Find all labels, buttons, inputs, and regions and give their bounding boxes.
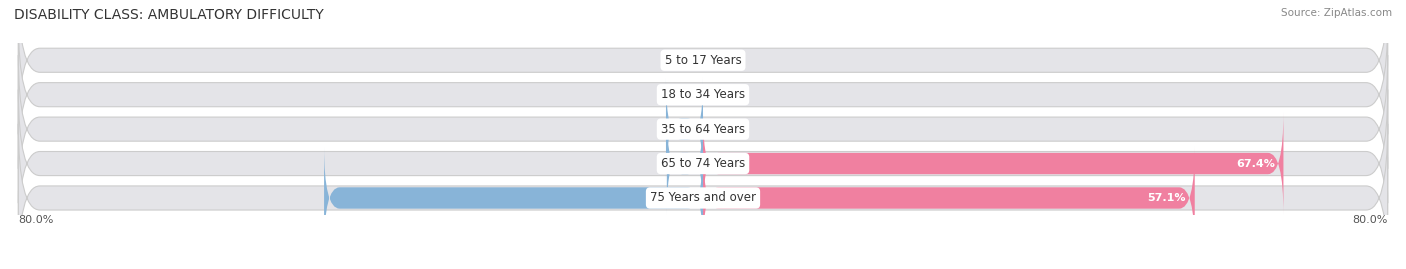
Text: 67.4%: 67.4% [1236,158,1275,169]
Text: 0.0%: 0.0% [713,90,741,100]
FancyBboxPatch shape [666,78,703,180]
FancyBboxPatch shape [703,147,1195,249]
Text: 0.0%: 0.0% [665,90,693,100]
Text: 0.0%: 0.0% [713,124,741,134]
Text: 0.0%: 0.0% [665,55,693,65]
Text: 35 to 64 Years: 35 to 64 Years [661,123,745,136]
Text: 18 to 34 Years: 18 to 34 Years [661,88,745,101]
FancyBboxPatch shape [703,112,1284,215]
FancyBboxPatch shape [18,90,1388,238]
Text: DISABILITY CLASS: AMBULATORY DIFFICULTY: DISABILITY CLASS: AMBULATORY DIFFICULTY [14,8,323,22]
Text: 0.0%: 0.0% [713,55,741,65]
Text: 80.0%: 80.0% [1353,215,1388,225]
Text: 44.0%: 44.0% [657,193,693,203]
Text: 80.0%: 80.0% [18,215,53,225]
Text: 57.1%: 57.1% [1147,193,1187,203]
Text: 75 Years and over: 75 Years and over [650,192,756,204]
FancyBboxPatch shape [323,147,703,249]
Text: Source: ZipAtlas.com: Source: ZipAtlas.com [1281,8,1392,18]
Text: 65 to 74 Years: 65 to 74 Years [661,157,745,170]
Text: 5 to 17 Years: 5 to 17 Years [665,54,741,67]
FancyBboxPatch shape [18,55,1388,203]
FancyBboxPatch shape [18,21,1388,169]
FancyBboxPatch shape [18,0,1388,134]
Text: 4.3%: 4.3% [664,124,693,134]
Text: 4.2%: 4.2% [664,158,693,169]
FancyBboxPatch shape [18,124,1388,269]
FancyBboxPatch shape [666,112,703,215]
